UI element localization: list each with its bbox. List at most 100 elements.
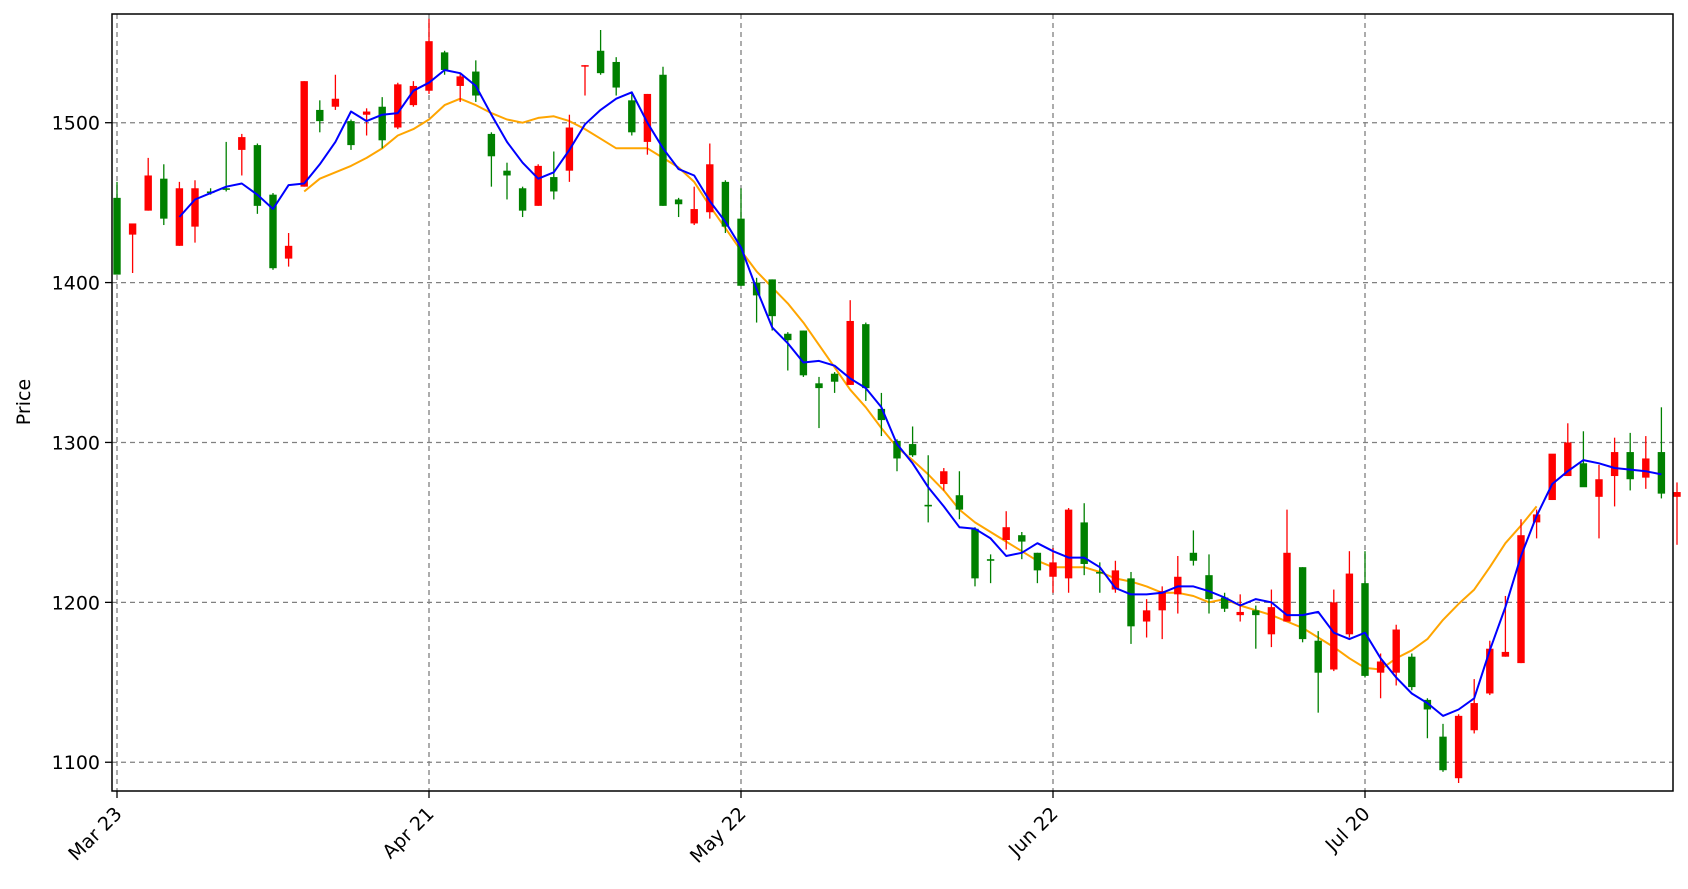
candle-body [1064,509,1073,579]
candle [737,188,745,286]
candle [1033,552,1042,584]
candle [659,66,667,206]
plot-background [112,14,1673,791]
candle-body [1610,452,1619,477]
y-tick-label: 1400 [52,273,100,295]
candle-body [409,85,418,106]
candle-body [986,559,995,561]
candle [596,29,605,75]
candle [908,426,917,457]
candle [238,133,246,176]
candle [1002,511,1010,550]
candle-body [1579,463,1588,488]
candle-body [815,383,823,389]
x-axis: Mar 23 Apr 21 May 22 Jun 22 Jul 20 [64,791,1375,868]
candles [113,18,1681,784]
y-tick-label: 1100 [52,752,100,774]
y-axis: 1100 1200 1300 1400 1500 [52,113,112,774]
candle-body [1298,567,1307,640]
candle-body [425,41,433,91]
candle [1189,530,1198,566]
x-tick-label: Apr 21 [378,803,438,863]
candle [222,141,230,192]
candle-body [300,81,308,187]
candle [1610,437,1619,507]
candle-body [1189,552,1198,561]
candle [409,81,418,107]
candle [1595,464,1603,539]
candle-body [846,320,854,385]
candle-body [316,109,324,122]
candle [1392,624,1400,686]
ma-short-line [178,69,1662,717]
candle-body [799,330,808,376]
candle-body [784,333,792,341]
grid [112,14,1673,791]
candle [1049,547,1057,593]
candle-body [628,100,636,133]
candle-body [1314,640,1322,673]
candle [1657,407,1666,499]
candle-body [1595,479,1603,497]
candle [1283,509,1291,622]
candle [1220,592,1229,612]
candle [690,186,698,226]
candle [1205,554,1213,614]
candle [472,60,480,102]
candle [1267,589,1276,648]
ma-short-layer [178,69,1662,717]
candle [721,180,730,234]
candle-body [1267,607,1276,635]
candle-body [1080,522,1088,564]
candle-body [128,223,137,235]
candle-body [269,194,277,269]
candle [830,372,839,393]
candle [1470,679,1478,734]
candle [1330,589,1338,672]
candle [924,455,932,523]
candle-body [1548,453,1556,501]
candle [128,223,137,273]
candle [1423,698,1432,739]
candle [347,119,355,150]
candle [316,100,324,133]
candle-body [908,444,917,456]
candle-body [1018,535,1026,542]
candle-body [1408,656,1416,688]
candle-body [612,61,620,88]
y-tick-label: 1200 [52,592,100,614]
candle-body [768,279,776,317]
candle [581,65,589,96]
candle-body [253,145,262,206]
candle [1314,631,1322,713]
candle-body [1501,651,1510,657]
candle-body [1423,699,1432,710]
y-tick-label: 1500 [52,113,100,135]
x-tick-label: Jun 22 [1004,803,1063,862]
candle-body [1002,527,1010,540]
candle-body [394,84,402,128]
candle-body [113,197,121,275]
candle-body [1392,629,1400,673]
candle [1158,586,1166,640]
candle-body [659,74,667,206]
candle-body [160,178,168,219]
candle [986,554,995,584]
candle-body [1345,573,1354,635]
candle-body [472,71,480,96]
candle-body [737,218,745,286]
candle [1127,571,1135,644]
candle-body [674,199,683,205]
candle [1252,605,1260,649]
candle [550,151,558,200]
candle-body [1564,442,1572,477]
candle-body [550,177,558,192]
candle [113,181,121,275]
candle-body [893,440,901,459]
candle [1564,423,1572,477]
x-tick-label: Mar 23 [64,803,126,865]
candle-body [534,165,542,206]
candle-body [877,408,886,421]
x-tick-label: Jul 20 [1321,803,1375,857]
